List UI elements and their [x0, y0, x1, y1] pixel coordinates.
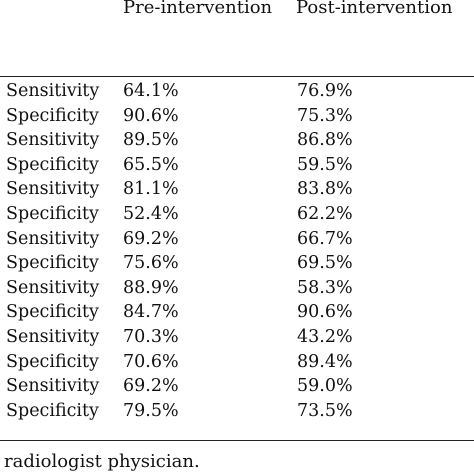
post-intervention-cell: 86.8%: [297, 130, 353, 151]
pre-intervention-cell: 64.1%: [123, 81, 179, 101]
metric-cell: Specificity: [6, 253, 99, 274]
post-intervention-cell: 59.5%: [297, 154, 353, 175]
metric-cell: Sensitivity: [6, 228, 100, 249]
table-row: Sensitivity 69.2% 66.7%: [0, 227, 474, 252]
post-intervention-cell: 43.2%: [297, 326, 353, 347]
pre-intervention-cell: 88.9%: [123, 277, 179, 298]
pre-intervention-cell: 70.3%: [123, 326, 179, 347]
table-row: Specificity 70.6% 89.4%: [0, 350, 474, 375]
post-intervention-cell: 62.2%: [297, 203, 353, 224]
table-row: Specificity 84.7% 90.6%: [0, 300, 474, 325]
pre-intervention-cell: 90.6%: [123, 105, 179, 126]
pre-intervention-cell: 84.7%: [123, 302, 179, 323]
pre-intervention-cell: 65.5%: [123, 154, 179, 175]
table-header: Pre-intervention Post-intervention: [0, 0, 474, 20]
metric-cell: Sensitivity: [6, 277, 100, 298]
table-row: Specificity 75.6% 69.5%: [0, 251, 474, 276]
post-intervention-cell: 69.5%: [297, 253, 353, 274]
post-intervention-cell: 58.3%: [297, 277, 353, 298]
table-footnote: radiologist physician.: [4, 451, 200, 472]
table-row: Sensitivity 81.1% 83.8%: [0, 177, 474, 202]
pre-intervention-cell: 81.1%: [123, 179, 179, 200]
table-row: Sensitivity 89.5% 86.8%: [0, 128, 474, 153]
table-bottom-rule: [0, 440, 474, 441]
metric-cell: Sensitivity: [6, 179, 100, 200]
table-top-rule: [0, 76, 474, 77]
post-intervention-cell: 59.0%: [297, 376, 353, 397]
pre-intervention-cell: 69.2%: [123, 228, 179, 249]
pre-intervention-cell: 69.2%: [123, 376, 179, 397]
table-row: Sensitivity 88.9% 58.3%: [0, 276, 474, 301]
post-intervention-cell: 83.8%: [297, 179, 353, 200]
pre-intervention-cell: 75.6%: [123, 253, 179, 274]
pre-intervention-cell: 52.4%: [123, 203, 179, 224]
metric-cell: Specificity: [6, 105, 99, 126]
post-intervention-cell: 73.5%: [297, 400, 353, 421]
post-intervention-cell: 66.7%: [297, 228, 353, 249]
metric-cell: Specificity: [6, 351, 99, 372]
metric-cell: Specificity: [6, 154, 99, 175]
metric-cell: Specificity: [6, 400, 99, 421]
metric-cell: Specificity: [6, 203, 99, 224]
post-intervention-cell: 76.9%: [297, 81, 353, 101]
metric-cell: Sensitivity: [6, 326, 100, 347]
post-intervention-cell: 89.4%: [297, 351, 353, 372]
table-row: Specificity 79.5% 73.5%: [0, 399, 474, 424]
metric-cell: Sensitivity: [6, 376, 100, 397]
metric-cell: Sensitivity: [6, 81, 100, 101]
metric-cell: Sensitivity: [6, 130, 100, 151]
column-header-post-intervention: Post-intervention: [296, 0, 453, 18]
table-row: Sensitivity 70.3% 43.2%: [0, 325, 474, 350]
table-body: Sensitivity 64.1% 76.9% Specificity 90.6…: [0, 79, 474, 423]
table-row: Specificity 65.5% 59.5%: [0, 153, 474, 178]
table-row: Specificity 90.6% 75.3%: [0, 104, 474, 129]
pre-intervention-cell: 89.5%: [123, 130, 179, 151]
table-row: Sensitivity 64.1% 76.9%: [0, 79, 474, 104]
post-intervention-cell: 75.3%: [297, 105, 353, 126]
table-row: Specificity 52.4% 62.2%: [0, 202, 474, 227]
column-header-pre-intervention: Pre-intervention: [123, 0, 273, 18]
pre-intervention-cell: 79.5%: [123, 400, 179, 421]
pre-intervention-cell: 70.6%: [123, 351, 179, 372]
post-intervention-cell: 90.6%: [297, 302, 353, 323]
metric-cell: Specificity: [6, 302, 99, 323]
table-row: Sensitivity 69.2% 59.0%: [0, 374, 474, 399]
